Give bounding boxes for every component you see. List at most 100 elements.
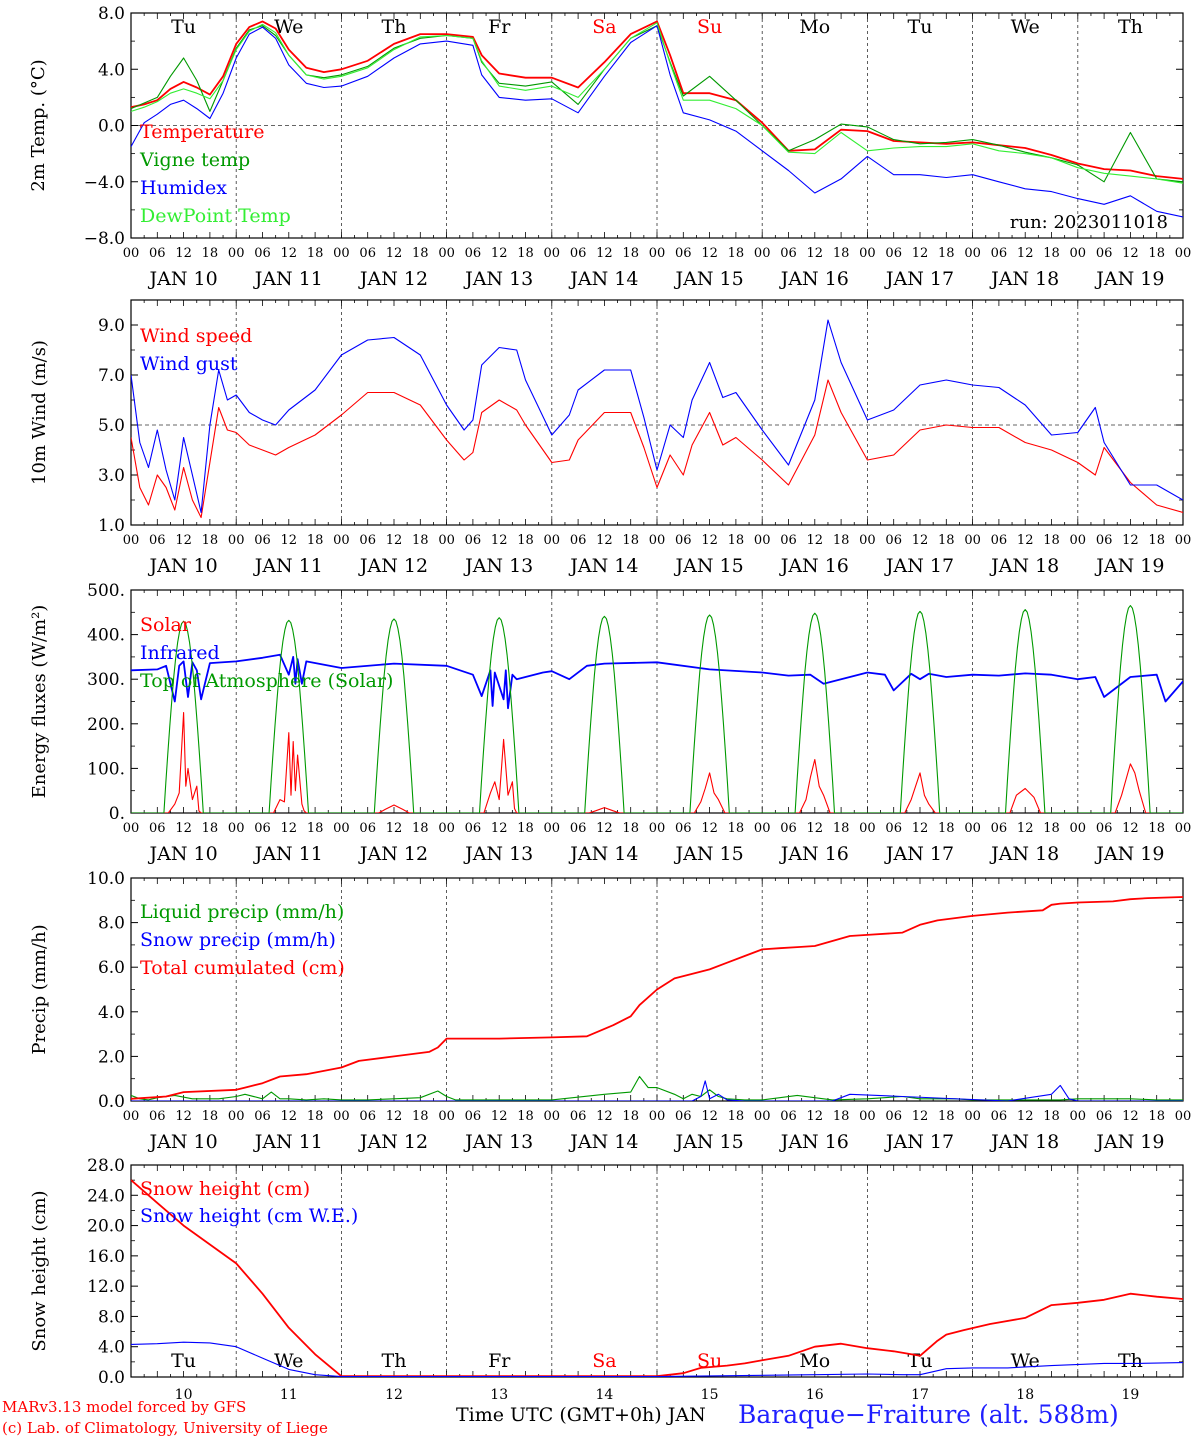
x-date-label: JAN 14 xyxy=(568,843,638,865)
x-hour-label: 12 xyxy=(596,1109,613,1124)
x-day-number: 19 xyxy=(1121,1387,1139,1403)
weekday-label: Fr xyxy=(488,1350,511,1372)
x-hour-label: 18 xyxy=(833,821,850,836)
legend-entry: DewPoint Temp xyxy=(140,205,291,227)
x-hour-label: 18 xyxy=(622,821,639,836)
x-hour-label: 00 xyxy=(438,533,455,548)
x-hour-label: 18 xyxy=(938,821,955,836)
model-credit: MARv3.13 model forced by GFS xyxy=(2,1398,247,1416)
x-hour-label: 12 xyxy=(386,821,403,836)
x-hour-label: 18 xyxy=(517,1109,534,1124)
x-hour-label: 12 xyxy=(281,821,298,836)
y-tick-label: 0.0 xyxy=(98,117,125,137)
x-axis-title: Time UTC (GMT+0h) JAN xyxy=(456,1404,706,1426)
series-line-liquid-precip-mm-h xyxy=(131,1075,1183,1101)
y-tick-label: 28.0 xyxy=(87,1156,125,1176)
x-hour-label: 12 xyxy=(807,821,824,836)
x-hour-label: 18 xyxy=(1148,821,1165,836)
legend-entry: Vigne temp xyxy=(139,149,250,171)
x-hour-label: 18 xyxy=(728,246,745,261)
plot-frame xyxy=(130,299,1184,526)
y-tick-label: 6.0 xyxy=(98,958,125,978)
x-date-label: JAN 17 xyxy=(884,1131,954,1153)
x-hour-label: 00 xyxy=(754,246,771,261)
x-hour-label: 00 xyxy=(859,1109,876,1124)
x-hour-label: 18 xyxy=(1043,1109,1060,1124)
y-tick-label: −8.0 xyxy=(84,229,125,249)
x-hour-label: 18 xyxy=(307,533,324,548)
y-tick-label: 3.0 xyxy=(98,466,125,486)
x-hour-label: 06 xyxy=(991,821,1008,836)
x-hour-label: 18 xyxy=(202,821,219,836)
x-date-label: JAN 18 xyxy=(989,268,1059,290)
y-tick-label: −4.0 xyxy=(84,173,125,193)
x-hour-label: 18 xyxy=(307,821,324,836)
weekday-label: Th xyxy=(1118,16,1143,38)
x-hour-label: 00 xyxy=(964,246,981,261)
x-hour-label: 18 xyxy=(938,1109,955,1124)
x-hour-label: 00 xyxy=(438,821,455,836)
x-hour-label: 18 xyxy=(622,246,639,261)
panel-3: 500. 400. 300. 200. 100. 0. Energy fluxes (W/m… xyxy=(29,581,1191,865)
series-line-solar xyxy=(131,712,1183,813)
x-day-number: 14 xyxy=(595,1387,613,1403)
x-hour-label: 06 xyxy=(780,1109,797,1124)
x-hour-label: 06 xyxy=(675,821,692,836)
x-hour-label: 18 xyxy=(938,533,955,548)
y-tick-label: 9.0 xyxy=(98,316,125,336)
x-date-label: JAN 18 xyxy=(989,555,1059,577)
weekday-label: Tu xyxy=(908,1350,933,1372)
y-tick-label: 1.0 xyxy=(98,516,125,536)
x-hour-label: 06 xyxy=(570,246,587,261)
x-hour-label: 18 xyxy=(202,533,219,548)
x-hour-label: 00 xyxy=(228,821,245,836)
x-date-label: JAN 17 xyxy=(884,843,954,865)
x-hour-label: 06 xyxy=(780,246,797,261)
x-hour-label: 12 xyxy=(1122,533,1139,548)
x-hour-label: 00 xyxy=(1175,821,1192,836)
y-tick-label: 24.0 xyxy=(87,1186,125,1206)
x-hour-label: 06 xyxy=(465,246,482,261)
series-line-wind-speed xyxy=(131,379,1183,519)
x-hour-label: 06 xyxy=(149,246,166,261)
x-hour-label: 00 xyxy=(649,246,666,261)
x-hour-label: 00 xyxy=(1070,246,1087,261)
x-hour-label: 18 xyxy=(728,533,745,548)
x-date-label: JAN 15 xyxy=(674,843,744,865)
x-hour-label: 12 xyxy=(912,246,929,261)
weekday-label: We xyxy=(1011,1350,1040,1372)
x-hour-label: 12 xyxy=(701,1109,718,1124)
x-date-label: JAN 11 xyxy=(253,268,323,290)
y-tick-label: 2.0 xyxy=(98,1047,125,1067)
x-date-label: JAN 19 xyxy=(1094,555,1164,577)
x-date-label: JAN 10 xyxy=(148,555,218,577)
weekday-label: Th xyxy=(1118,1350,1143,1372)
x-day-number: 12 xyxy=(385,1387,403,1403)
x-hour-label: 12 xyxy=(175,246,192,261)
y-tick-label: 300. xyxy=(87,670,125,690)
x-hour-label: 06 xyxy=(254,821,271,836)
x-hour-label: 00 xyxy=(544,821,561,836)
x-hour-label: 12 xyxy=(1017,1109,1034,1124)
x-hour-label: 12 xyxy=(807,1109,824,1124)
lab-credit: (c) Lab. of Climatology, University of L… xyxy=(2,1419,328,1437)
x-date-label: JAN 11 xyxy=(253,1131,323,1153)
x-hour-label: 00 xyxy=(859,246,876,261)
x-date-label: JAN 12 xyxy=(358,268,428,290)
x-hour-label: 00 xyxy=(1175,533,1192,548)
x-date-label: JAN 10 xyxy=(148,1131,218,1153)
x-date-label: JAN 14 xyxy=(568,1131,638,1153)
station-name: Baraque−Fraiture (alt. 588m) xyxy=(738,1400,1119,1429)
series-line-top-of-atmosphere-solar xyxy=(131,605,1183,813)
run-label: run: 2023011018 xyxy=(1010,212,1168,233)
y-axis-label: 2m Temp. (°C) xyxy=(28,59,49,191)
y-axis-label: Precip (mm/h) xyxy=(29,924,50,1054)
x-date-label: JAN 10 xyxy=(148,843,218,865)
y-tick-label: 100. xyxy=(87,759,125,779)
x-hour-label: 18 xyxy=(728,821,745,836)
panel-5: 28.0 24.0 20.0 16.0 12.0 8.0 4.0 0.0 Snow height… xyxy=(29,1156,1184,1403)
x-hour-label: 00 xyxy=(544,246,561,261)
x-date-label: JAN 18 xyxy=(989,843,1059,865)
x-hour-label: 00 xyxy=(964,1109,981,1124)
x-day-number: 17 xyxy=(911,1387,929,1403)
